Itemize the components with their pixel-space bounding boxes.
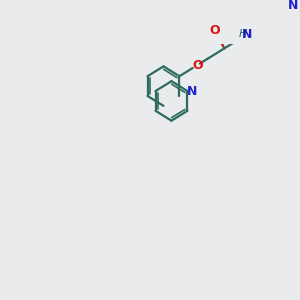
Text: H: H bbox=[238, 28, 247, 38]
Text: O: O bbox=[209, 24, 220, 37]
Text: N: N bbox=[242, 28, 252, 41]
Text: N: N bbox=[187, 85, 197, 98]
Text: O: O bbox=[192, 59, 202, 72]
Text: N: N bbox=[288, 0, 298, 12]
